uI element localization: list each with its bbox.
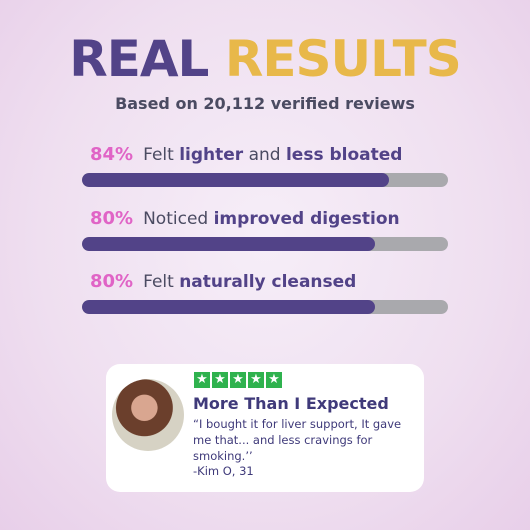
stat-text: Felt <box>143 272 180 292</box>
stars: ★ ★ ★ ★ ★ <box>194 372 282 388</box>
stat-text: lighter <box>179 145 244 165</box>
bar-track <box>82 237 448 251</box>
subtitle: Based on 20,112 verified reviews <box>115 94 415 113</box>
stat-percent: 80% <box>90 271 134 292</box>
title-part: RESULTS <box>224 30 462 88</box>
stat-text: naturally cleansed <box>179 272 357 292</box>
title: REAL RESULTS <box>0 30 530 88</box>
stat-text: less bloated <box>285 145 403 165</box>
bar-fill <box>82 300 375 314</box>
bar-track <box>82 300 448 314</box>
bar-fill <box>82 237 375 251</box>
reviewer-photo <box>112 379 184 451</box>
stat-percent: 80% <box>90 208 134 229</box>
stat-label: 80% Noticed improved digestion <box>90 208 400 229</box>
stat-percent: 84% <box>90 144 134 165</box>
review-quote: “I bought it for liver support, It gave … <box>193 417 402 463</box>
bar-fill <box>82 173 390 187</box>
review-title: More Than I Expected <box>193 394 389 413</box>
title-part: REAL <box>69 30 209 88</box>
stat-text: Noticed <box>143 209 214 229</box>
review-card: ★ ★ ★ ★ ★ More Than I Expected “I bought it … <box>106 364 424 492</box>
review-author: -Kim O, 31 <box>193 464 254 478</box>
bar-track <box>82 173 448 187</box>
stat-label: 84% Felt lighter and less bloated <box>90 144 402 165</box>
stat-text: and <box>243 145 286 165</box>
stat-text: improved digestion <box>213 209 400 229</box>
stat-label: 80% Felt naturally cleansed <box>90 271 356 292</box>
stat-text: Felt <box>143 145 180 165</box>
